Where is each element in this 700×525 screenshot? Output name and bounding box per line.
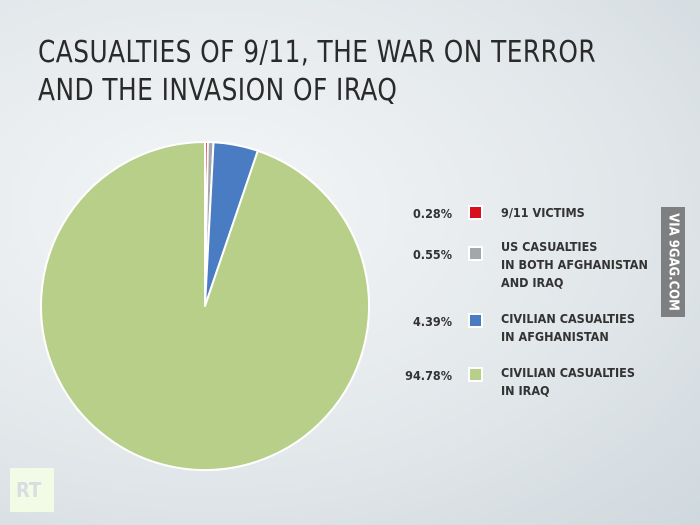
legend-item-afghan: 4.39% CIVILIAN CASUALTIES IN AFGHANISTAN bbox=[392, 311, 662, 364]
legend-label: CIVILIAN CASUALTIES IN IRAQ bbox=[501, 365, 635, 398]
watermark: VIA 9GAG.COM bbox=[661, 207, 685, 317]
legend-item-iraq: 94.78% CIVILIAN CASUALTIES IN IRAQ bbox=[392, 365, 662, 418]
pie-slice-3 bbox=[40, 141, 370, 471]
legend-swatch bbox=[468, 313, 483, 328]
logo-text: RT bbox=[16, 478, 42, 502]
rt-logo: RT bbox=[10, 468, 54, 512]
chart-title: CASUALTIES OF 9/11, THE WAR ON TERROR AN… bbox=[38, 35, 597, 108]
legend-label: CIVILIAN CASUALTIES IN AFGHANISTAN bbox=[501, 311, 635, 344]
legend-swatch bbox=[468, 246, 483, 261]
legend-label: US CASUALTIES IN BOTH AFGHANISTAN AND IR… bbox=[501, 239, 648, 290]
legend-pct: 0.55% bbox=[412, 247, 452, 262]
legend-label: 9/11 VICTIMS bbox=[501, 205, 585, 220]
legend-item-911: 0.28% 9/11 VICTIMS bbox=[392, 205, 662, 256]
legend-swatch bbox=[468, 205, 483, 220]
watermark-text: VIA 9GAG.COM bbox=[665, 213, 681, 311]
legend-pct: 94.78% bbox=[405, 368, 452, 383]
legend-pct: 4.39% bbox=[412, 314, 452, 329]
legend-swatch bbox=[468, 367, 483, 382]
legend-pct: 0.28% bbox=[412, 206, 452, 221]
legend-item-us: 0.55% US CASUALTIES IN BOTH AFGHANISTAN … bbox=[392, 239, 662, 297]
